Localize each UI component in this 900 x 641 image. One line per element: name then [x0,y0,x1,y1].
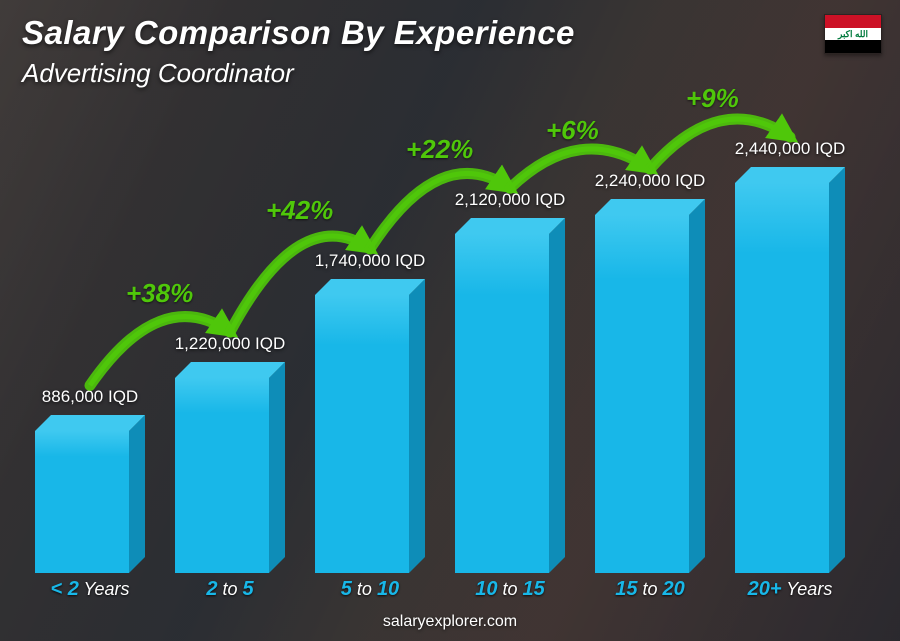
bar-front [595,215,689,573]
bar-side [129,415,145,573]
bar-chart: 886,000 IQD< 2 Years1,220,000 IQD2 to 51… [20,81,860,601]
bar-side [549,218,565,573]
bar-slot: 1,220,000 IQD2 to 5 [160,81,300,601]
percent-increase-label: +6% [546,115,599,146]
country-flag-iraq: الله اكبر [824,14,882,54]
percent-increase-label: +22% [406,134,473,165]
bar [735,167,845,573]
bar-top [175,362,285,378]
bar-top [735,167,845,183]
bar-front [175,378,269,573]
bar-top [35,415,145,431]
bar-side [409,279,425,573]
percent-increase-label: +42% [266,195,333,226]
bar-top [315,279,425,295]
bar-value-label: 1,220,000 IQD [150,334,310,354]
bar-x-label: 10 to 15 [440,578,580,601]
footer-source: salaryexplorer.com [0,613,900,631]
bar-side [829,167,845,573]
bar [35,415,145,573]
flag-stripe-mid: الله اكبر [825,28,881,41]
bar-value-label: 2,120,000 IQD [430,190,590,210]
bar-x-label: < 2 Years [20,578,160,601]
bar-front [455,234,549,573]
bar-side [269,362,285,573]
infographic-stage: Salary Comparison By Experience Advertis… [0,0,900,641]
bar-value-label: 2,440,000 IQD [710,139,870,159]
chart-title: Salary Comparison By Experience [22,14,575,52]
bar-slot: 2,240,000 IQD15 to 20 [580,81,720,601]
bar-slot: 2,440,000 IQD20+ Years [720,81,860,601]
bar-slot: 886,000 IQD< 2 Years [20,81,160,601]
flag-stripe-top [825,15,881,28]
bar-front [735,183,829,573]
percent-increase-label: +9% [686,83,739,114]
bar-x-label: 5 to 10 [300,578,440,601]
bar [455,218,565,573]
bar [315,279,425,573]
bar-top [595,199,705,215]
flag-stripe-bot [825,40,881,53]
bar [175,362,285,573]
bar-x-label: 2 to 5 [160,578,300,601]
bar-value-label: 1,740,000 IQD [290,251,450,271]
bar-side [689,199,705,573]
bar-x-label: 15 to 20 [580,578,720,601]
bar-value-label: 2,240,000 IQD [570,171,730,191]
percent-increase-label: +38% [126,278,193,309]
flag-script: الله اكبر [838,29,868,40]
bar-top [455,218,565,234]
bar-front [35,431,129,573]
bar-value-label: 886,000 IQD [10,387,170,407]
bar-front [315,295,409,573]
bar [595,199,705,573]
bar-x-label: 20+ Years [720,578,860,601]
